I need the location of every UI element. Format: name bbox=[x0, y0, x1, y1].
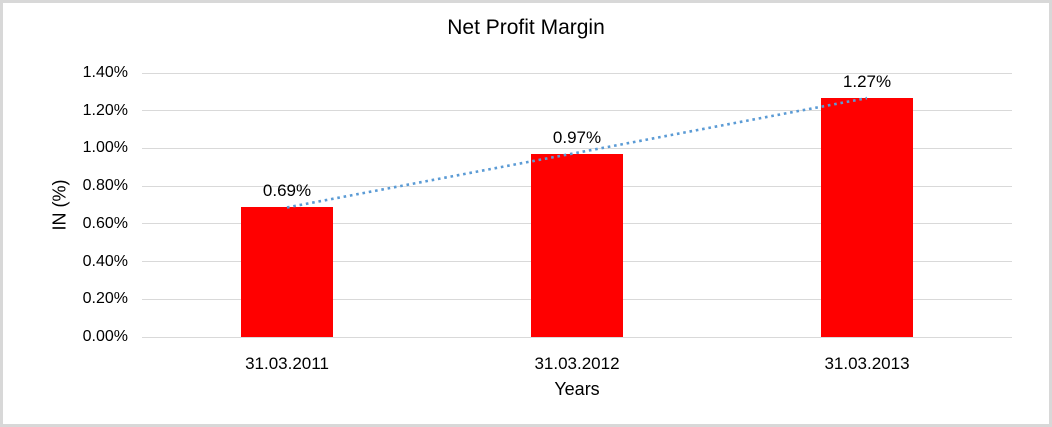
gridline bbox=[142, 336, 1012, 338]
chart-title: Net Profit Margin bbox=[447, 16, 605, 39]
bar bbox=[241, 206, 333, 337]
x-tick-label: 31.03.2013 bbox=[824, 354, 910, 373]
y-tick-label: 1.00% bbox=[82, 139, 128, 157]
y-tick-label: 1.20% bbox=[82, 101, 128, 119]
y-tick-label: 1.40% bbox=[82, 64, 128, 81]
y-tick-label: 0.00% bbox=[82, 328, 128, 345]
x-axis-title: Years bbox=[554, 379, 600, 399]
x-tick-label: 31.03.2011 bbox=[245, 354, 329, 373]
data-label: 0.69% bbox=[262, 180, 312, 200]
y-tick-label: 0.40% bbox=[82, 252, 128, 270]
x-tick-label: 31.03.2012 bbox=[534, 354, 620, 373]
data-label: 1.27% bbox=[842, 71, 892, 91]
gridline bbox=[142, 72, 1012, 74]
y-tick-label: 0.60% bbox=[82, 214, 128, 232]
y-tick-label: 0.20% bbox=[82, 290, 128, 308]
data-label: 0.97% bbox=[552, 128, 602, 148]
bar bbox=[821, 97, 913, 337]
y-tick-label: 0.80% bbox=[82, 177, 128, 195]
bar bbox=[531, 154, 623, 337]
